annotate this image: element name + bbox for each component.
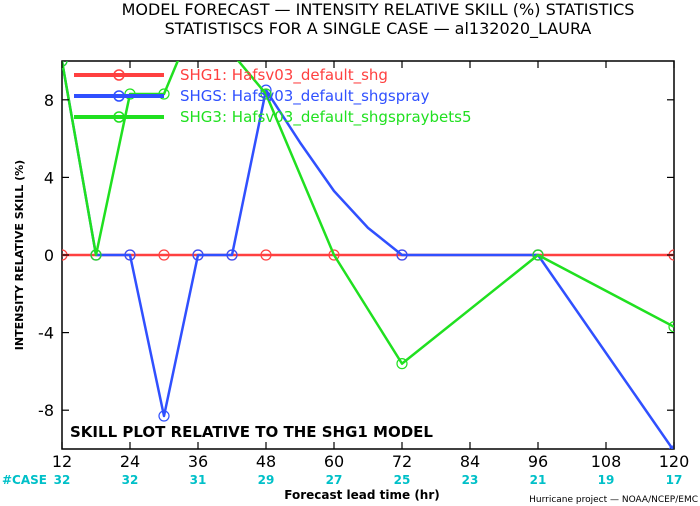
x-tick-label: 72 xyxy=(392,452,412,471)
case-count: 23 xyxy=(462,473,479,487)
series-line-2 xyxy=(62,61,674,449)
data-point-series-1 xyxy=(328,249,340,261)
data-point-series-1 xyxy=(260,249,272,261)
case-count: 29 xyxy=(258,473,275,487)
axes: 1232243236314829602772258423962110819120… xyxy=(38,61,689,487)
legend-label: SHG1: Hafsv03_default_shg xyxy=(180,66,388,85)
legend-swatch-marker xyxy=(113,90,125,102)
case-count: 32 xyxy=(54,473,71,487)
x-tick-label: 36 xyxy=(188,452,208,471)
case-count: 17 xyxy=(666,473,683,487)
case-label: #CASE xyxy=(2,473,47,487)
x-tick-label: 96 xyxy=(528,452,548,471)
legend-swatch-marker xyxy=(113,111,125,123)
x-tick-label: 120 xyxy=(659,452,690,471)
x-tick-label: 48 xyxy=(256,452,276,471)
y-tick-label: -4 xyxy=(38,324,54,343)
data-point-series-2 xyxy=(226,249,238,261)
legend-label: SHG3: Hafsv03_default_shgspraybets5 xyxy=(180,108,472,127)
y-tick-label: 4 xyxy=(44,168,54,187)
y-axis-label: INTENSITY RELATIVE SKILL (%) xyxy=(13,160,26,350)
case-count: 31 xyxy=(190,473,207,487)
case-count: 32 xyxy=(122,473,139,487)
x-axis-label: Forecast lead time (hr) xyxy=(284,488,440,502)
y-tick-label: -8 xyxy=(38,401,54,420)
case-count: 19 xyxy=(598,473,615,487)
data-point-series-3 xyxy=(124,88,136,100)
x-tick-label: 108 xyxy=(591,452,622,471)
data-point-series-3 xyxy=(158,88,170,100)
x-tick-label: 60 xyxy=(324,452,344,471)
data-point-series-3 xyxy=(396,358,408,370)
x-tick-label: 24 xyxy=(120,452,140,471)
credit-text: Hurricane project — NOAA/NCEP/EMC xyxy=(529,495,698,505)
y-tick-label: 8 xyxy=(44,91,54,110)
data-point-series-1 xyxy=(158,249,170,261)
data-point-series-2 xyxy=(158,410,170,422)
legend: SHG1: Hafsv03_default_shg SHGS: Hafsv03_d… xyxy=(74,66,472,127)
data-point-series-3 xyxy=(532,249,544,261)
x-tick-label: 84 xyxy=(460,452,480,471)
data-point-series-3 xyxy=(260,88,272,100)
data-point-series-2 xyxy=(192,249,204,261)
legend-label: SHGS: Hafsv03_default_shgspray xyxy=(180,87,430,106)
y-tick-label: 0 xyxy=(44,246,54,265)
x-tick-label: 12 xyxy=(52,452,72,471)
case-count: 27 xyxy=(326,473,343,487)
data-point-series-3 xyxy=(668,321,674,333)
legend-swatch-marker xyxy=(113,69,125,81)
skill-annotation: SKILL PLOT RELATIVE TO THE SHG1 MODEL xyxy=(70,423,433,441)
case-count: 21 xyxy=(530,473,547,487)
case-count: 25 xyxy=(394,473,411,487)
data-point-series-2 xyxy=(396,249,408,261)
data-point-series-2 xyxy=(124,249,136,261)
series-layer xyxy=(62,61,674,449)
series-line-3 xyxy=(62,61,674,365)
data-point-series-3 xyxy=(90,249,102,261)
chart-subtitle: STATISTISCS FOR A SINGLE CASE — al132020… xyxy=(165,19,592,39)
chart-title: MODEL FORECAST — INTENSITY RELATIVE SKIL… xyxy=(122,0,635,19)
